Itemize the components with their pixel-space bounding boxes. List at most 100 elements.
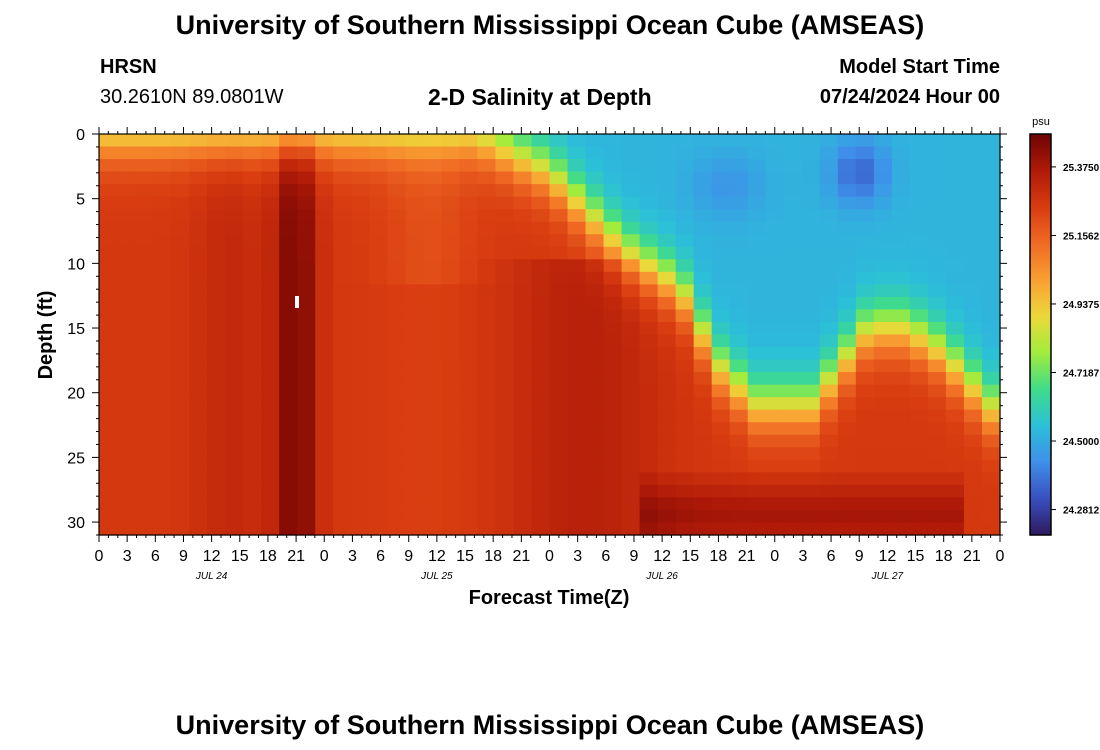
heatmap-cell bbox=[657, 522, 677, 536]
heatmap-cell bbox=[801, 459, 821, 473]
heatmap-cell bbox=[441, 321, 460, 336]
heatmap-cell bbox=[891, 509, 911, 524]
heatmap-cell bbox=[225, 447, 244, 461]
heatmap-cell bbox=[891, 434, 911, 448]
heatmap-cell bbox=[729, 359, 749, 373]
heatmap-cell bbox=[729, 397, 749, 411]
heatmap-cell bbox=[351, 209, 370, 223]
heatmap-cell bbox=[765, 296, 785, 311]
heatmap-cell bbox=[945, 384, 965, 398]
heatmap-cell bbox=[405, 209, 424, 223]
heatmap-cell bbox=[765, 384, 785, 398]
heatmap-cell bbox=[909, 184, 929, 198]
heatmap-cell bbox=[819, 259, 839, 273]
heatmap-cell bbox=[855, 271, 875, 285]
heatmap-cell bbox=[945, 246, 965, 260]
heatmap-cell bbox=[855, 246, 875, 260]
heatmap-cell bbox=[423, 434, 442, 448]
heatmap-cell bbox=[819, 321, 839, 336]
heatmap-cell bbox=[819, 422, 839, 436]
heatmap-cell bbox=[459, 334, 479, 348]
heatmap-cell bbox=[765, 321, 785, 336]
heatmap-cell bbox=[711, 284, 731, 298]
heatmap-cell bbox=[963, 509, 983, 524]
heatmap-cell bbox=[243, 209, 262, 223]
heatmap-cell bbox=[315, 522, 334, 536]
heatmap-cell bbox=[369, 309, 388, 323]
heatmap-cell bbox=[423, 334, 442, 348]
heatmap-cell bbox=[261, 434, 280, 448]
heatmap-cell bbox=[927, 259, 947, 273]
heatmap-cell bbox=[837, 459, 857, 473]
heatmap-cell bbox=[801, 447, 821, 461]
heatmap-cell bbox=[783, 434, 803, 448]
heatmap-cell bbox=[927, 234, 947, 248]
heatmap-cell bbox=[909, 372, 929, 386]
x-tick-label: 3 bbox=[798, 548, 807, 565]
heatmap-cell bbox=[765, 472, 785, 486]
heatmap-cell bbox=[873, 347, 893, 361]
heatmap-cell bbox=[747, 397, 767, 411]
heatmap-cell bbox=[189, 284, 208, 298]
heatmap-cell bbox=[171, 309, 190, 323]
heatmap-cell bbox=[99, 221, 118, 235]
heatmap-cell bbox=[297, 196, 316, 210]
heatmap-cell bbox=[657, 146, 677, 160]
heatmap-cell bbox=[333, 384, 352, 398]
colorbar-tick-label: 25.1562 bbox=[1063, 231, 1100, 242]
heatmap-cell bbox=[891, 146, 911, 160]
heatmap-cell bbox=[585, 234, 605, 248]
heatmap-cell bbox=[477, 384, 497, 398]
heatmap-cell bbox=[585, 397, 605, 411]
heatmap-cell bbox=[279, 397, 298, 411]
heatmap-cell bbox=[531, 271, 551, 285]
heatmap-cell bbox=[783, 134, 803, 148]
heatmap-cell bbox=[225, 472, 244, 486]
heatmap-cell bbox=[279, 259, 298, 273]
heatmap-cell bbox=[405, 397, 424, 411]
heatmap-cell bbox=[171, 284, 190, 298]
heatmap-cell bbox=[369, 296, 388, 311]
heatmap-cell bbox=[675, 134, 695, 148]
heatmap-cell bbox=[531, 159, 551, 173]
heatmap-cell bbox=[477, 309, 497, 323]
heatmap-cell bbox=[981, 184, 1001, 198]
heatmap-cell bbox=[513, 159, 533, 173]
heatmap-cell bbox=[351, 334, 370, 348]
heatmap-cell bbox=[243, 146, 262, 160]
heatmap-cell bbox=[279, 459, 298, 473]
heatmap-cell bbox=[531, 246, 551, 260]
heatmap-cell bbox=[459, 397, 479, 411]
x-tick-label: 9 bbox=[855, 548, 864, 565]
heatmap-cell bbox=[225, 146, 244, 160]
heatmap-cell bbox=[855, 209, 875, 223]
heatmap-cell bbox=[333, 221, 352, 235]
heatmap-cell bbox=[639, 472, 659, 486]
heatmap-cell bbox=[495, 397, 515, 411]
heatmap-cell bbox=[495, 384, 515, 398]
heatmap-cell bbox=[225, 196, 244, 210]
heatmap-cell bbox=[891, 522, 911, 536]
heatmap-cell bbox=[243, 434, 262, 448]
heatmap-cell bbox=[531, 409, 551, 423]
heatmap-cell bbox=[549, 422, 569, 436]
heatmap-cell bbox=[495, 409, 515, 423]
heatmap-cell bbox=[153, 372, 172, 386]
heatmap-cell bbox=[333, 372, 352, 386]
heatmap-cell bbox=[837, 246, 857, 260]
heatmap-cell bbox=[513, 146, 533, 160]
heatmap-cell bbox=[603, 309, 623, 323]
heatmap-cell bbox=[549, 409, 569, 423]
heatmap-cell bbox=[405, 522, 424, 536]
heatmap-cell bbox=[675, 309, 695, 323]
heatmap-cell bbox=[927, 347, 947, 361]
heatmap-cell bbox=[675, 397, 695, 411]
heatmap-cell bbox=[171, 434, 190, 448]
heatmap-cell bbox=[243, 509, 262, 524]
heatmap-cell bbox=[405, 434, 424, 448]
heatmap-cell bbox=[747, 409, 767, 423]
heatmap-cell bbox=[153, 522, 172, 536]
heatmap-cell bbox=[729, 259, 749, 273]
heatmap-cell bbox=[423, 159, 442, 173]
heatmap-cell bbox=[837, 196, 857, 210]
